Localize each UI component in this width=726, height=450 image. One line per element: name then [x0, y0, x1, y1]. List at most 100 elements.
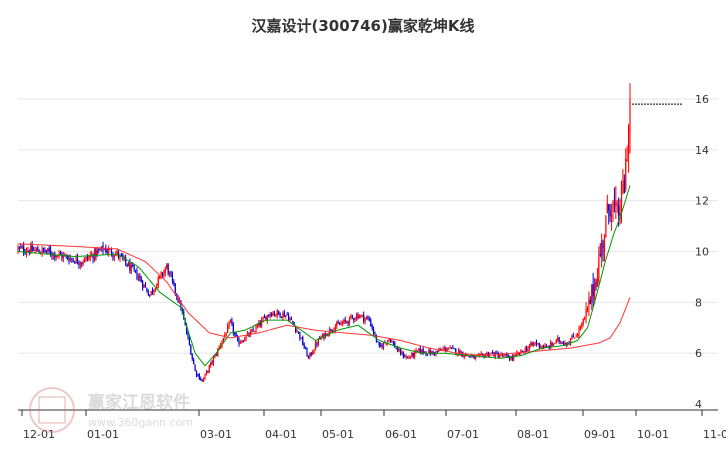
candle-body [85, 256, 87, 260]
ma-short-line [17, 185, 631, 367]
candle-body [385, 343, 387, 345]
candle-body [448, 348, 450, 350]
candle-body [348, 316, 351, 324]
candle-body [513, 355, 515, 360]
candle-body [208, 365, 210, 373]
candle-body [130, 265, 132, 271]
candle-body [479, 354, 481, 356]
candle-body [584, 317, 586, 319]
candle-body [112, 254, 114, 257]
x-tick-label-03-01: 03-01 [200, 428, 232, 441]
candle-body [336, 322, 338, 327]
candle-body [297, 331, 300, 333]
candle-body [411, 352, 413, 357]
candle-body [125, 257, 127, 263]
candle-body [353, 318, 355, 320]
candle-body [21, 246, 23, 249]
candle-body [32, 249, 35, 251]
y-axis-ticks: 4 6 8 10 12 14 16 [695, 93, 709, 411]
candle-body [160, 272, 162, 276]
candle-body [480, 353, 482, 355]
candle-body [418, 348, 420, 352]
candle-body [449, 347, 451, 349]
candle-body [79, 263, 81, 266]
candle-body [52, 252, 55, 256]
candle-body [350, 315, 352, 318]
candle-body [397, 348, 399, 352]
candle-body [388, 338, 390, 341]
candle-body [574, 337, 576, 339]
candle-body [354, 318, 356, 320]
candle-body [615, 201, 617, 206]
candle-body [343, 320, 345, 324]
candle-body [153, 289, 155, 293]
candle-body [231, 319, 233, 324]
candle-body [242, 341, 244, 343]
candle-body [256, 325, 259, 327]
x-tick-label-08-01: 08-01 [517, 428, 549, 441]
x-tick-label-10-01: 10-01 [637, 428, 669, 441]
candle-body [109, 249, 111, 251]
candle-body [89, 255, 91, 258]
candle-body [74, 261, 76, 264]
candle-body [142, 281, 144, 288]
candle-body [143, 284, 145, 288]
candle-body [514, 354, 516, 356]
candle-body [473, 354, 475, 359]
candle-body [344, 319, 346, 322]
candle-body [273, 312, 276, 315]
candle-body [197, 374, 199, 376]
candle-body [66, 255, 69, 259]
candle-body [358, 316, 361, 318]
candle-body [292, 320, 294, 324]
candle-body [575, 335, 577, 337]
candle-body [170, 272, 172, 276]
candle-body [116, 251, 118, 254]
candle-body [436, 350, 438, 352]
candle-body [544, 345, 546, 349]
candle-body [593, 283, 596, 300]
candle-body [459, 349, 461, 356]
candle-body [268, 314, 270, 316]
candle-body [263, 317, 266, 319]
candle-body [550, 342, 552, 349]
candle-body [457, 350, 460, 354]
chart-title: 汉嘉设计(300746)赢家乾坤K线 [252, 17, 475, 35]
candle-body [595, 281, 597, 288]
candle-body [163, 271, 165, 276]
candle-body [164, 268, 166, 273]
candle-body [419, 348, 421, 353]
candle-body [210, 362, 212, 366]
candle-body [239, 342, 242, 344]
candle-body [538, 343, 540, 347]
candle-body [59, 252, 62, 255]
candle-body [201, 380, 203, 382]
candle-body [487, 352, 489, 356]
candle-body [174, 283, 176, 293]
candle-body [61, 254, 63, 259]
candle-body [313, 349, 315, 354]
candle-body [99, 249, 101, 251]
candle-body [401, 351, 403, 354]
watermark-url: www.360gann.com [88, 416, 193, 429]
candle-body [212, 357, 215, 364]
candle-body [367, 317, 369, 319]
candle-body [289, 319, 291, 321]
candle-body [76, 257, 79, 263]
candle-body [399, 348, 402, 354]
x-tick-label-01-01: 01-01 [87, 428, 119, 441]
candle-body [605, 216, 607, 238]
candle-body [27, 250, 29, 252]
x-tick-label-04-01: 04-01 [265, 428, 297, 441]
candle-body [365, 317, 368, 319]
candle-body [154, 289, 157, 291]
candle-body [578, 328, 580, 336]
moving-average-lines [17, 185, 631, 367]
candle-body [108, 249, 110, 253]
candle-body [333, 330, 335, 332]
candle-body [351, 316, 353, 318]
candle-body [310, 352, 312, 355]
candle-body [558, 337, 560, 342]
candle-body [198, 374, 200, 380]
candle-body [355, 314, 358, 319]
